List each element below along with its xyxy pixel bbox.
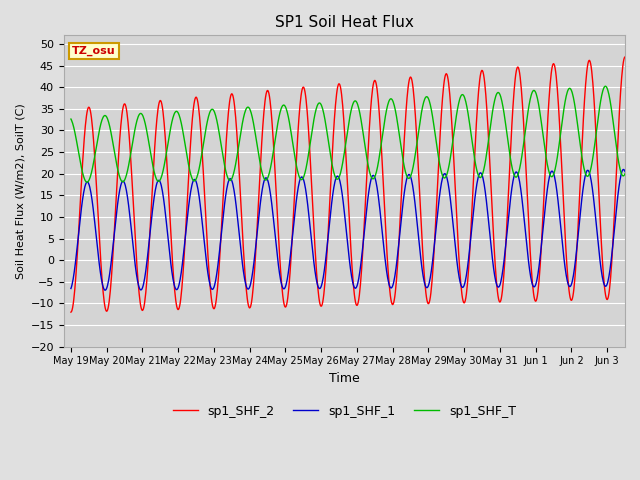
Legend: sp1_SHF_2, sp1_SHF_1, sp1_SHF_T: sp1_SHF_2, sp1_SHF_1, sp1_SHF_T xyxy=(168,400,521,423)
sp1_SHF_T xyxy=(509,170,517,176)
sp1_SHF_2 xyxy=(311,244,319,250)
X-axis label: Time: Time xyxy=(329,372,360,385)
sp1_SHF_2 xyxy=(621,54,629,60)
sp1_SHF_T xyxy=(448,144,456,150)
sp1_SHF_T xyxy=(602,84,609,89)
sp1_SHF_2 xyxy=(291,182,299,188)
sp1_SHF_1 xyxy=(102,288,109,293)
sp1_SHF_T xyxy=(292,158,300,164)
Text: TZ_osu: TZ_osu xyxy=(72,46,116,56)
sp1_SHF_2 xyxy=(447,114,455,120)
sp1_SHF_1 xyxy=(448,211,456,216)
Title: SP1 Soil Heat Flux: SP1 Soil Heat Flux xyxy=(275,15,414,30)
sp1_SHF_1 xyxy=(509,176,517,181)
Line: sp1_SHF_2: sp1_SHF_2 xyxy=(71,57,625,312)
sp1_SHF_T xyxy=(621,171,629,177)
sp1_SHF_T xyxy=(67,116,75,122)
sp1_SHF_1 xyxy=(67,286,75,291)
sp1_SHF_2 xyxy=(124,114,131,120)
Line: sp1_SHF_T: sp1_SHF_T xyxy=(71,86,625,182)
sp1_SHF_1 xyxy=(620,167,627,172)
sp1_SHF_1 xyxy=(292,204,300,210)
sp1_SHF_T xyxy=(124,165,132,171)
sp1_SHF_2 xyxy=(509,104,517,109)
sp1_SHF_1 xyxy=(500,262,508,268)
sp1_SHF_1 xyxy=(312,272,319,277)
sp1_SHF_T xyxy=(500,107,508,113)
sp1_SHF_1 xyxy=(621,168,629,174)
Y-axis label: Soil Heat Flux (W/m2), SoilT (C): Soil Heat Flux (W/m2), SoilT (C) xyxy=(15,103,25,279)
sp1_SHF_T xyxy=(83,180,91,185)
sp1_SHF_1 xyxy=(124,198,132,204)
Line: sp1_SHF_1: sp1_SHF_1 xyxy=(71,169,625,290)
sp1_SHF_2 xyxy=(499,282,507,288)
sp1_SHF_T xyxy=(312,109,319,115)
sp1_SHF_2 xyxy=(67,309,75,315)
